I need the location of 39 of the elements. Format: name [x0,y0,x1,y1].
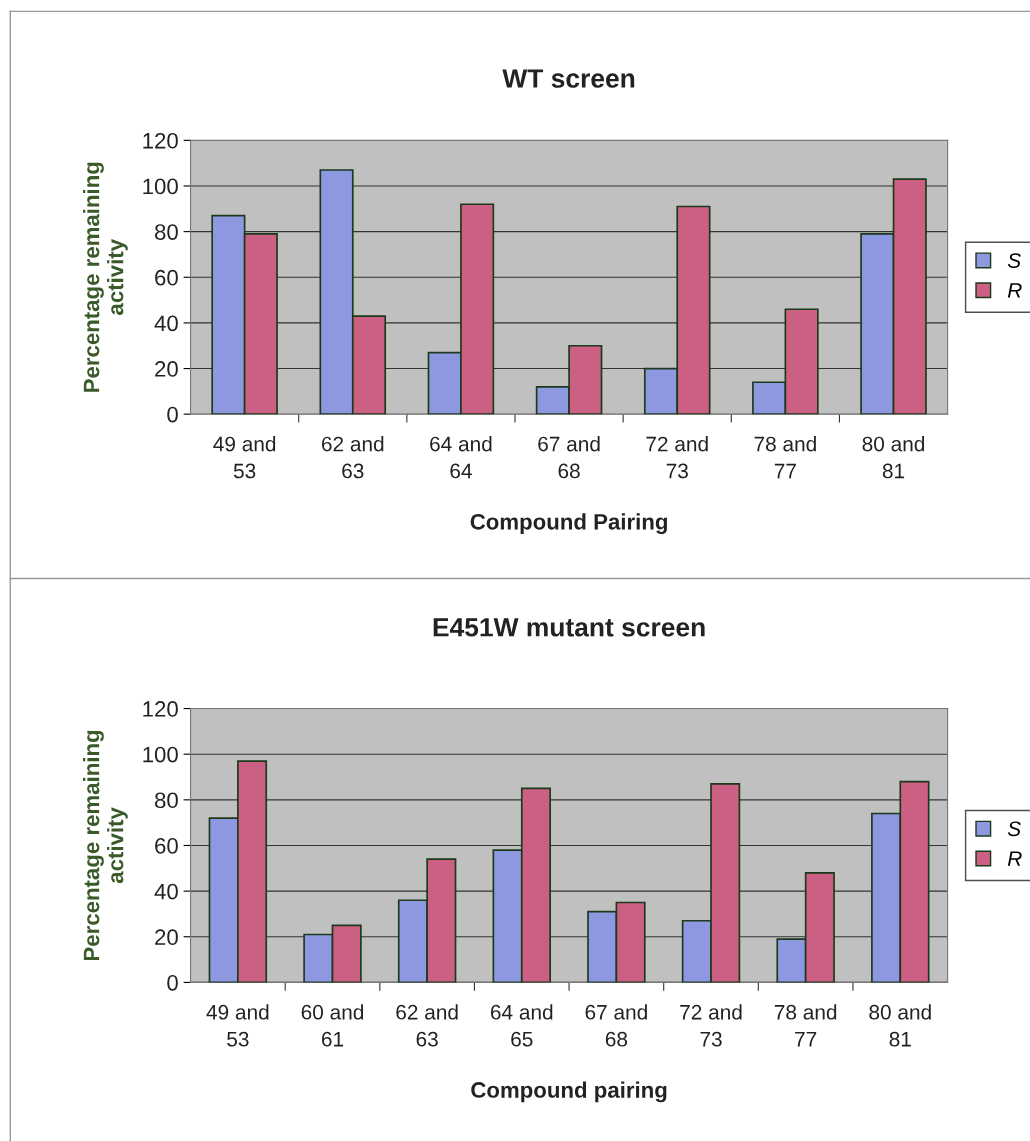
y-tick-label: 60 [155,269,178,286]
x-tick-label: 72 and 73 [680,1004,742,1047]
x-tick-label: 62 and 63 [321,436,384,479]
y-tick-label: 80 [154,224,178,240]
x-tick-label: 64 and 64 [430,436,492,479]
x-tick-label: 49 and 53 [213,436,276,479]
x-tick-label: 62 and 63 [396,1004,458,1047]
y-tick-label: 0 [167,406,178,423]
x-tick-label: 64 and 65 [490,1004,553,1047]
x-tick-label: 67 and 68 [538,436,600,479]
y-tick-label: 120 [143,132,178,149]
chart-title: WT screen [502,69,635,88]
x-tick-label: 49 and 53 [206,1004,269,1047]
chart-title: E451W mutant screen [433,618,705,637]
y-tick-label: 40 [154,315,178,332]
y-tick-label: 0 [167,974,178,991]
legend-label: S [1007,821,1021,837]
legend-label: S [1007,253,1021,268]
x-tick-label: 78 and 77 [774,1004,837,1047]
x-tick-label: 67 and 68 [585,1004,647,1047]
x-tick-label: 72 and 73 [646,436,708,479]
y-tick-label: 20 [155,929,178,946]
x-tick-label: 78 and 77 [754,436,816,479]
x-tick-label: 80 and 81 [862,436,925,479]
y-axis-title: Percentage remaining activity [83,162,128,392]
y-tick-label: 80 [154,792,178,809]
x-tick-label: 60 and 61 [301,1004,364,1047]
x-tick-label: 80 and 81 [869,1004,931,1047]
y-tick-label: 100 [143,178,178,195]
y-axis-title: Percentage remaining activity [83,730,128,961]
y-tick-label: 20 [155,361,178,377]
x-axis-title: Compound Pairing [470,513,667,535]
legend-label: R [1007,283,1022,298]
x-axis-title: Compound pairing [471,1081,667,1103]
y-tick-label: 120 [143,701,178,717]
y-tick-label: 60 [155,838,178,854]
y-tick-label: 40 [154,883,178,900]
y-tick-label: 100 [143,746,178,763]
legend-label: R [1007,851,1022,866]
